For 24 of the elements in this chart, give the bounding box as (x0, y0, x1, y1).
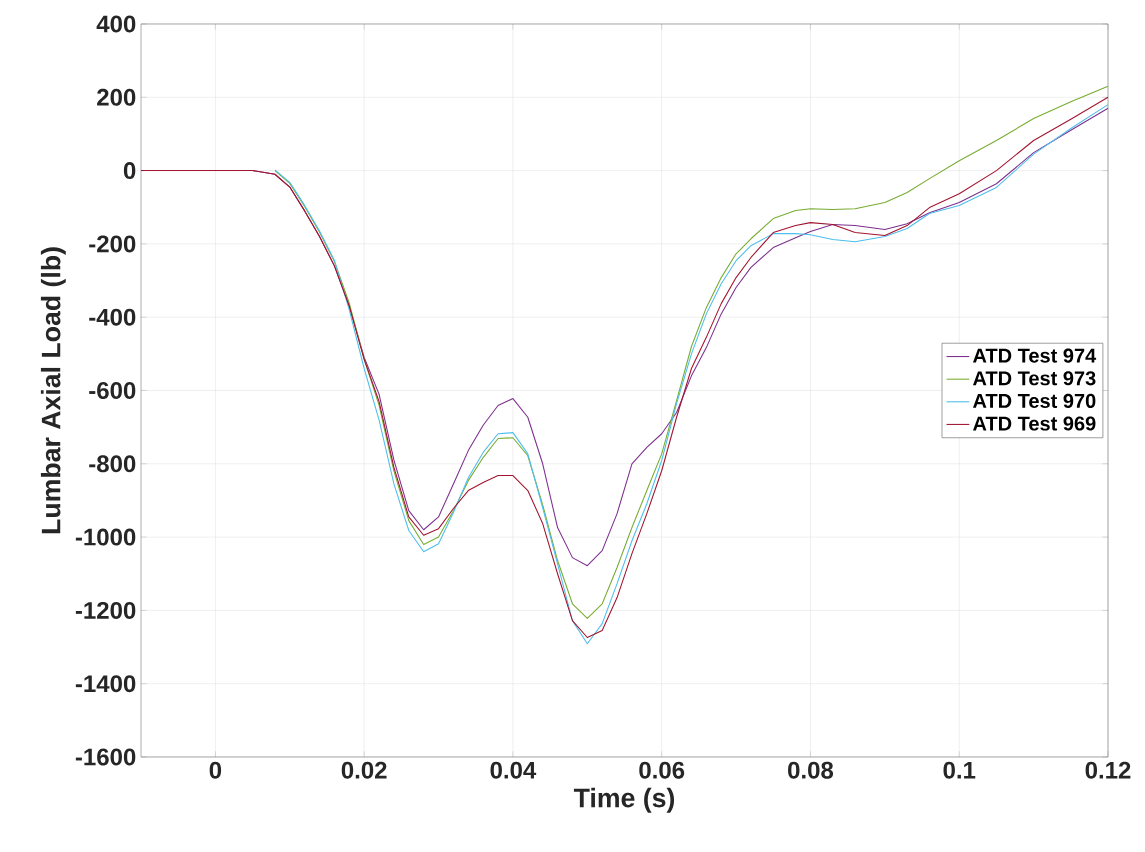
y-tick-label: 0 (123, 162, 136, 180)
x-tick-label: 0.12 (1085, 761, 1131, 779)
y-tick-label: -1000 (75, 528, 136, 546)
x-tick-label: 0.06 (639, 761, 685, 779)
x-tick-label: 0 (209, 761, 222, 779)
legend-label: ATD Test 974 (972, 348, 1097, 363)
y-tick-label: -1400 (75, 675, 136, 693)
y-tick-label: -600 (89, 381, 136, 399)
legend-label: ATD Test 973 (972, 371, 1096, 386)
y-tick-label: 400 (96, 15, 136, 33)
y-axis-title: Lumbar Axial Load (lb) (40, 247, 66, 534)
y-tick-label: -800 (89, 455, 136, 473)
x-axis-title: Time (s) (573, 787, 675, 813)
y-tick-label: 200 (97, 88, 136, 106)
x-tick-label: 0.1 (943, 761, 976, 779)
y-tick-label: -200 (89, 235, 136, 253)
legend-label: ATD Test 970 (972, 393, 1096, 408)
y-tick-label: -1200 (75, 601, 136, 619)
x-tick-label: 0.08 (788, 761, 834, 779)
legend-label: ATD Test 969 (972, 416, 1096, 431)
y-tick-label: -400 (89, 308, 136, 326)
x-tick-label: 0.02 (341, 761, 387, 779)
y-tick-label: -1600 (75, 748, 136, 766)
x-tick-label: 0.04 (490, 761, 537, 779)
